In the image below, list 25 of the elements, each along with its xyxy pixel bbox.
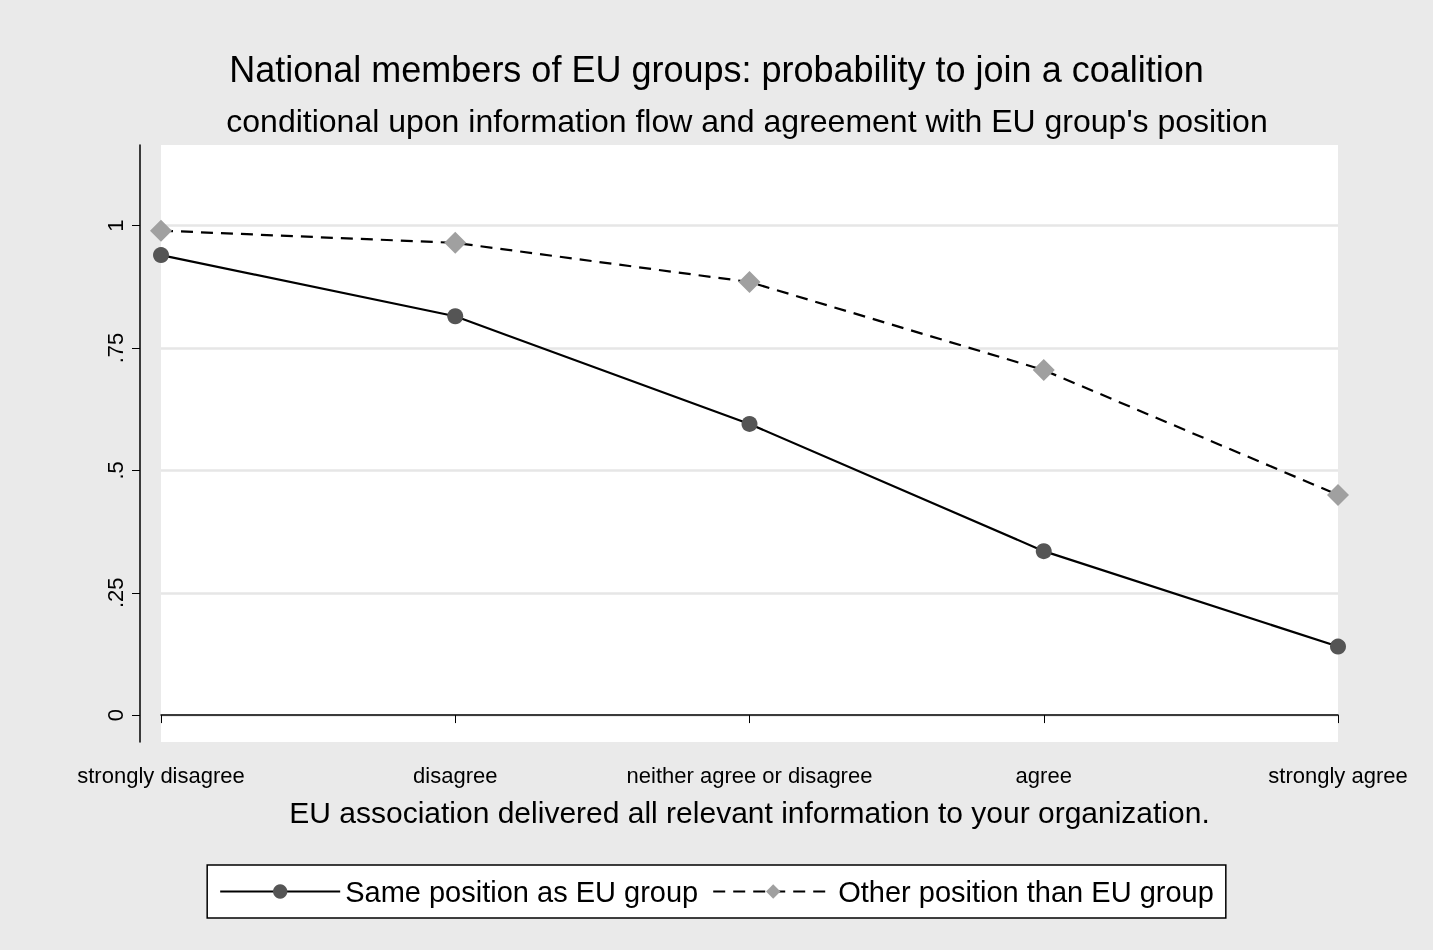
point <box>1035 543 1052 560</box>
point <box>741 415 758 432</box>
x-tick-label: strongly disagree <box>77 762 245 788</box>
point <box>444 231 467 254</box>
legend-label: Other position than EU group <box>838 875 1214 908</box>
point <box>153 247 169 264</box>
x-tick-label: neither agree or disagree <box>626 762 873 788</box>
point <box>1327 483 1349 506</box>
x-tick-label: disagree <box>413 762 498 788</box>
x-tick-label: strongly agree <box>1268 762 1408 788</box>
legend-label: Same position as EU group <box>345 875 699 908</box>
y-tick-label: .25 <box>102 577 128 609</box>
point <box>150 219 172 242</box>
point <box>738 271 761 294</box>
chart-subtitle: conditional upon information flow and agreement with EU group's position <box>226 103 1268 139</box>
x-tick-label: agree <box>1015 762 1072 788</box>
y-tick-label: 0 <box>102 708 128 722</box>
x-axis-title: EU association delivered all relevant information to your organization. <box>289 795 1210 829</box>
y-tick-label: 1 <box>102 219 128 232</box>
chart-title: National members of EU groups: probability to join a coalition <box>229 48 1204 90</box>
point <box>1330 638 1346 655</box>
y-tick-label: .5 <box>102 461 128 480</box>
point <box>1032 359 1055 382</box>
y-tick-label: .75 <box>102 332 128 364</box>
point <box>447 308 464 325</box>
